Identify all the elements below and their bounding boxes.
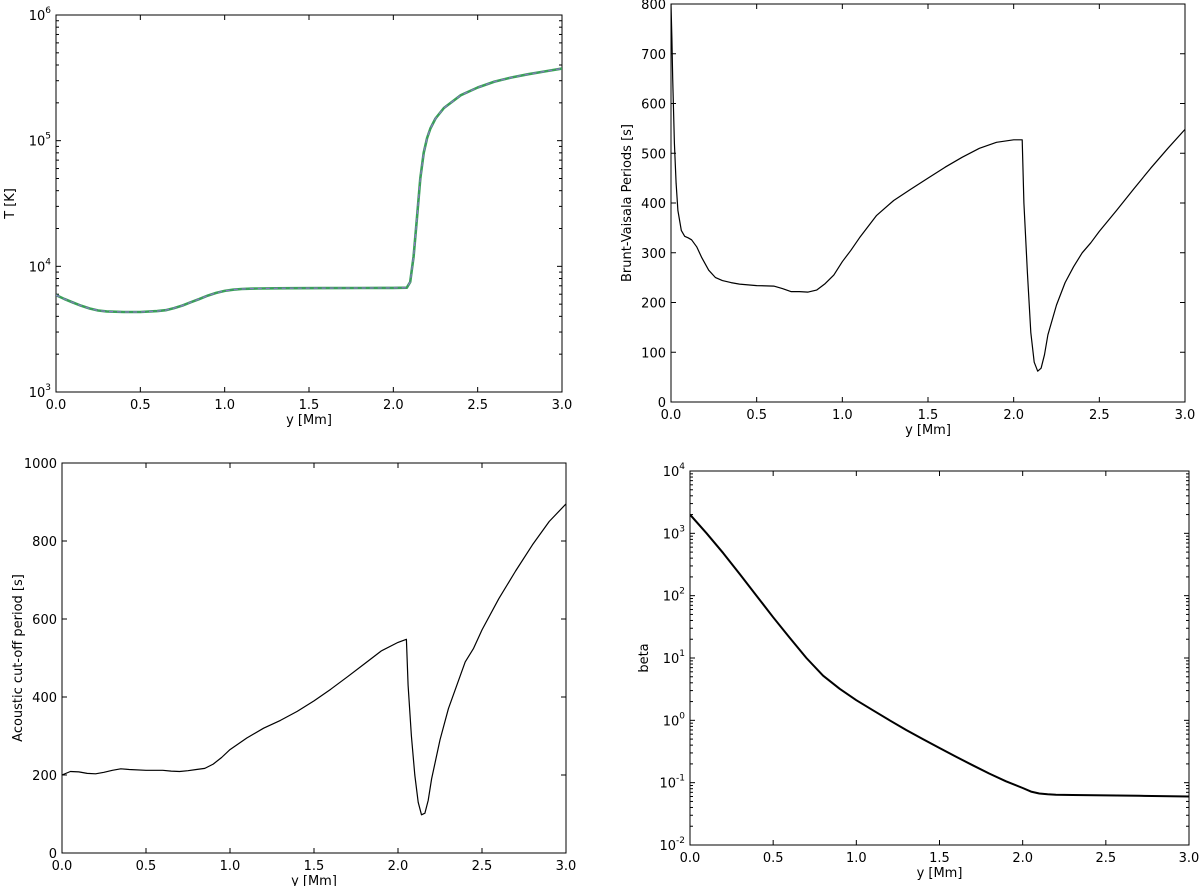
y-tick-label: 300 bbox=[641, 247, 666, 262]
x-tick-label: 2.0 bbox=[383, 398, 404, 413]
x-tick-label: 0.5 bbox=[763, 851, 784, 866]
x-axis-label: y [Mm] bbox=[286, 413, 332, 428]
y-tick-label: 700 bbox=[641, 48, 666, 63]
series-line-overlay bbox=[56, 67, 562, 313]
y-axis-label: beta bbox=[637, 643, 652, 672]
y-tick-label: 104 bbox=[29, 257, 52, 275]
y-tick-label: 500 bbox=[641, 147, 666, 162]
plot-frame bbox=[61, 462, 567, 854]
x-tick-label: 3.0 bbox=[556, 859, 577, 874]
y-tick-label: 10-1 bbox=[659, 774, 685, 792]
x-tick-label: 0.0 bbox=[52, 859, 73, 874]
y-tick-label: 104 bbox=[663, 462, 686, 480]
x-tick-label: 3.0 bbox=[1175, 408, 1196, 423]
y-axis-label: Brunt-Vaisala Periods [s] bbox=[620, 124, 635, 282]
y-tick-label: 400 bbox=[32, 691, 57, 706]
series-line bbox=[56, 67, 562, 314]
x-tick-label: 1.5 bbox=[929, 851, 950, 866]
x-tick-label: 2.5 bbox=[1095, 851, 1116, 866]
x-tick-label: 2.5 bbox=[1089, 408, 1110, 423]
series-line bbox=[690, 513, 1189, 798]
plot-frame bbox=[689, 470, 1190, 846]
x-tick-label: 1.0 bbox=[846, 851, 867, 866]
y-tick-label: 101 bbox=[663, 649, 685, 667]
plot-frame bbox=[670, 3, 1186, 403]
y-axis-label: T [K] bbox=[3, 188, 18, 220]
x-tick-label: 1.5 bbox=[304, 859, 325, 874]
y-tick-label: 103 bbox=[29, 383, 51, 401]
y-tick-label: 0 bbox=[658, 396, 666, 411]
chart-brunt-vaisala: 0.0 0.5 1.0 1.5 2.0 2.5 3.0 0 100 200 300 400 500 600… bbox=[620, 0, 1195, 438]
x-tick-label: 2.5 bbox=[467, 398, 488, 413]
series-line bbox=[62, 503, 566, 816]
y-tick-label: 100 bbox=[641, 346, 666, 361]
y-tick-label: 1000 bbox=[24, 457, 57, 472]
y-tick-label: 800 bbox=[641, 0, 666, 13]
x-tick-label: 3.0 bbox=[552, 398, 573, 413]
y-tick-label: 200 bbox=[32, 769, 57, 784]
series-line bbox=[671, 4, 1185, 372]
y-tick-label: 106 bbox=[29, 6, 52, 24]
x-axis-label: y [Mm] bbox=[291, 874, 337, 886]
x-tick-label: 1.0 bbox=[214, 398, 235, 413]
y-tick-label: 600 bbox=[641, 98, 666, 113]
y-tick-label: 10-2 bbox=[659, 836, 685, 854]
x-tick-label: 1.0 bbox=[220, 859, 241, 874]
x-tick-label: 0.5 bbox=[136, 859, 157, 874]
x-tick-label: 2.5 bbox=[472, 859, 493, 874]
x-tick-label: 1.5 bbox=[918, 408, 939, 423]
x-axis-label: y [Mm] bbox=[905, 423, 951, 438]
y-tick-label: 105 bbox=[29, 132, 51, 150]
y-tick-label: 100 bbox=[663, 711, 686, 729]
x-tick-label: 2.0 bbox=[1003, 408, 1024, 423]
x-tick-label: 0.0 bbox=[661, 408, 682, 423]
x-tick-label: 1.5 bbox=[299, 398, 320, 413]
y-tick-label: 0 bbox=[49, 847, 57, 862]
y-tick-label: 103 bbox=[663, 524, 685, 542]
x-tick-label: 2.0 bbox=[388, 859, 409, 874]
chart-temperature: 0.0 0.5 1.0 1.5 2.0 2.5 3.0 103 104 105 106 y [Mm] T… bbox=[3, 6, 572, 428]
y-tick-label: 400 bbox=[641, 197, 666, 212]
x-tick-label: 0.0 bbox=[680, 851, 701, 866]
y-tick-label: 200 bbox=[641, 297, 666, 312]
y-tick-label: 800 bbox=[32, 535, 57, 550]
x-tick-label: 0.0 bbox=[46, 398, 67, 413]
y-tick-label: 600 bbox=[32, 613, 57, 628]
y-axis-label: Acoustic cut-off period [s] bbox=[11, 574, 26, 742]
x-tick-label: 3.0 bbox=[1179, 851, 1200, 866]
x-tick-label: 0.5 bbox=[746, 408, 767, 423]
plot-frame bbox=[55, 14, 563, 393]
chart-acoustic-cutoff: 0.0 0.5 1.0 1.5 2.0 2.5 3.0 0 200 400 600 800 1000 y … bbox=[11, 457, 576, 886]
x-tick-label: 0.5 bbox=[130, 398, 151, 413]
x-axis-label: y [Mm] bbox=[917, 866, 963, 881]
y-tick-label: 102 bbox=[663, 587, 685, 605]
x-tick-label: 1.0 bbox=[832, 408, 853, 423]
x-tick-label: 2.0 bbox=[1012, 851, 1033, 866]
chart-beta: 0.0 0.5 1.0 1.5 2.0 2.5 3.0 10-2 10-1 100 101 102 10… bbox=[637, 462, 1199, 881]
